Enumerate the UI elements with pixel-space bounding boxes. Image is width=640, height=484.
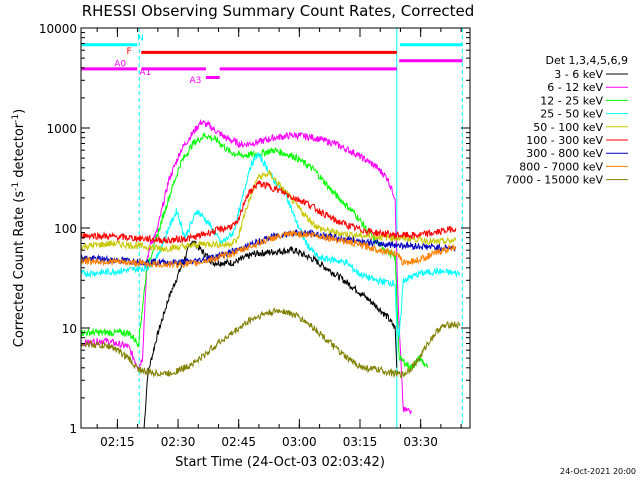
y-tick-label-1: 1 [69,422,77,436]
annotation-label-a3: A3 [189,76,201,86]
legend-label-5: 50 - 100 keV [533,121,603,134]
footer-date: 24-Oct-2021 20:00 [560,467,636,476]
annotation-label-f: F [127,47,132,57]
y-tick-label-5: 10000 [39,22,77,36]
legend-title: Det 1,3,4,5,6,9 [545,54,628,67]
series-line-2 [81,119,412,415]
annotation-label-a0: A0 [114,60,126,70]
series-line-7 [81,228,457,268]
series-line-5 [81,169,457,253]
series-line-6 [81,180,457,245]
legend-label-8: 800 - 7000 keV [519,160,603,173]
legend-label-3: 12 - 25 keV [540,94,603,107]
legend-label-9: 7000 - 15000 keV [505,174,603,187]
y-axis-label-part-2: detector [12,122,27,182]
y-axis-label-part-3: ) [12,109,27,114]
x-tick-label-3: 02:45 [221,435,256,449]
x-axis-label: Start Time (24-Oct-03 02:03:42) [175,455,385,470]
annotation-label-a1: A1 [139,68,151,78]
y-tick-label-3: 100 [54,222,77,236]
y-tick-label-4: 1000 [46,122,77,136]
x-tick-label-6: 03:30 [403,435,438,449]
y-axis-label-exponent-2: -1 [11,114,21,123]
y-axis-label: Corrected Count Rate (s-1 detector-1) [11,109,27,347]
series-line-9 [81,307,461,379]
series-line-8 [81,230,457,269]
legend-label-7: 300 - 800 keV [526,147,603,160]
legend-label-6: 100 - 300 keV [526,134,603,147]
y-axis: 1 10 100 1000 10000 [39,22,470,436]
legend-label-4: 25 - 50 keV [540,108,603,121]
x-tick-label-1: 02:15 [100,435,135,449]
x-axis: 02:15 02:30 02:45 03:00 03:15 03:30 [96,28,462,449]
y-tick-label-2: 10 [62,322,77,336]
x-tick-label-2: 02:30 [161,435,196,449]
annotation-label-n: N [137,34,144,44]
y-axis-label-exponent-1: -1 [11,182,21,191]
y-axis-label-part-1: Corrected Count Rate (s [12,191,27,348]
x-tick-label-4: 03:00 [282,435,317,449]
series-line-1 [143,240,398,428]
x-tick-label-5: 03:15 [343,435,378,449]
legend-label-1: 3 - 6 keV [554,68,603,81]
chart-title: RHESSI Observing Summary Count Rates, Co… [82,2,475,20]
legend-label-2: 6 - 12 keV [547,81,603,94]
